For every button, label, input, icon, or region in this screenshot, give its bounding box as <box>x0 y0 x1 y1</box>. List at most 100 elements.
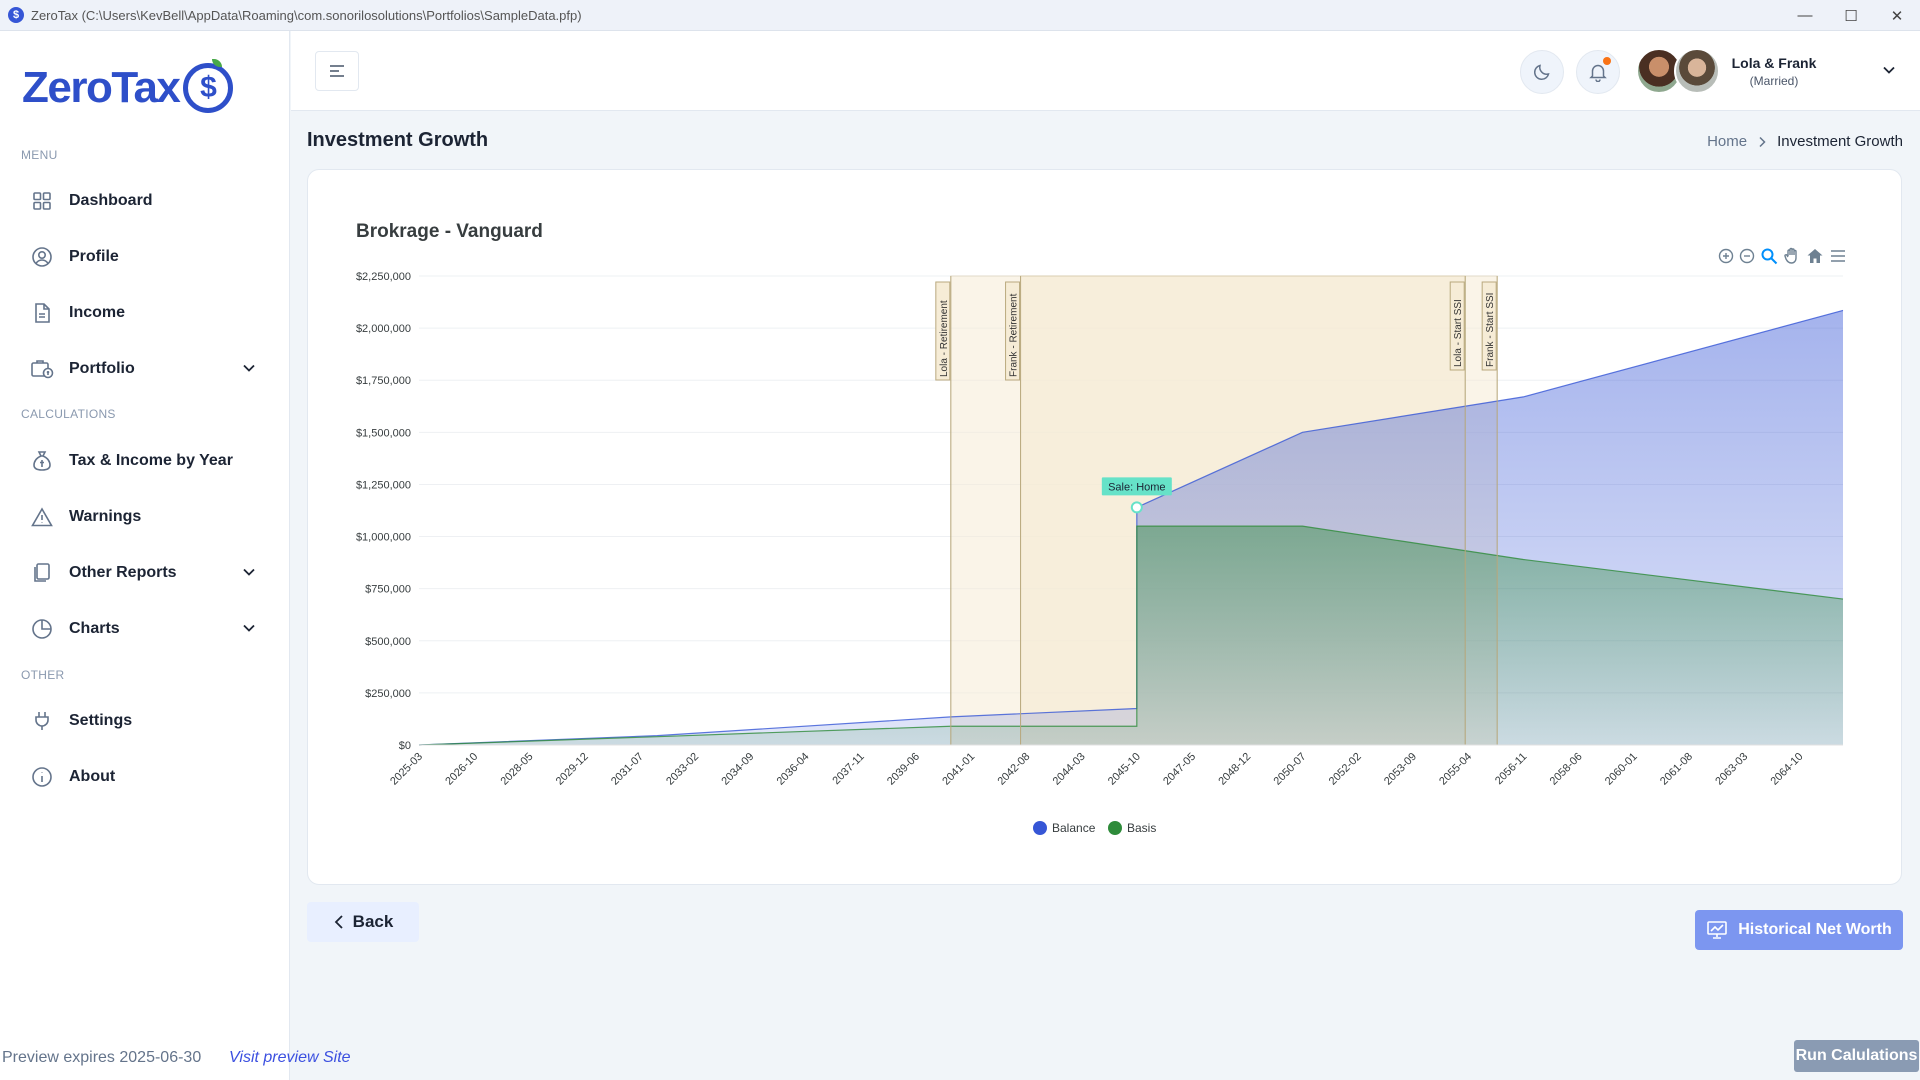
x-tick-label: 2042-08 <box>995 751 1032 788</box>
zoom-in-icon[interactable] <box>1718 248 1734 264</box>
x-tick-label: 2064-10 <box>1768 751 1805 788</box>
hamburger-icon <box>330 65 344 77</box>
point-annotation-marker <box>1130 501 1143 514</box>
breadcrumb-home-link[interactable]: Home <box>1707 133 1748 150</box>
sidebar-item-label: Charts <box>69 620 120 637</box>
reports-icon <box>30 561 54 585</box>
money-bag-icon <box>30 449 54 473</box>
presentation-chart-icon <box>1707 921 1728 939</box>
warning-icon <box>30 505 54 529</box>
pie-chart-icon <box>30 617 54 641</box>
menu-toggle-button[interactable] <box>315 51 359 91</box>
chevron-down-icon <box>242 565 256 584</box>
avatar-frank[interactable] <box>1674 48 1720 94</box>
pan-hand-icon[interactable] <box>1783 247 1801 265</box>
annotation-label: Frank - Retirement <box>1009 293 1020 377</box>
legend-label: Balance <box>1052 821 1096 835</box>
section-label-calculations: CALCULATIONS <box>21 407 116 421</box>
minimize-icon[interactable]: — <box>1797 7 1813 24</box>
chart-menu-icon[interactable] <box>1829 248 1847 264</box>
y-tick-label: $1,000,000 <box>356 532 411 544</box>
sidebar-item-label: Other Reports <box>69 564 177 581</box>
chevron-down-icon <box>242 361 256 380</box>
close-icon[interactable]: ✕ <box>1890 7 1904 25</box>
document-icon <box>30 301 54 325</box>
x-tick-label: 2047-05 <box>1161 751 1198 788</box>
annotation-label: Frank - Start SSI <box>1485 293 1496 367</box>
x-tick-label: 2056-11 <box>1493 751 1529 787</box>
sidebar-item-about[interactable]: About <box>30 757 262 797</box>
chevron-down-icon[interactable] <box>1882 63 1896 77</box>
window-titlebar: $ ZeroTax (C:\Users\KevBell\AppData\Roam… <box>0 0 1920 31</box>
chevron-down-icon <box>242 621 256 640</box>
x-tick-label: 2044-03 <box>1051 751 1088 788</box>
zerotax-logo[interactable]: ZeroTax $ <box>22 59 234 113</box>
basis-series-line <box>418 525 1844 746</box>
y-tick-label: $1,750,000 <box>356 375 411 387</box>
zoom-out-icon[interactable] <box>1739 248 1755 264</box>
legend-label: Basis <box>1127 821 1156 835</box>
y-tick-label: $2,000,000 <box>356 323 411 335</box>
selection-zoom-icon[interactable] <box>1760 247 1778 265</box>
logo-text: ZeroTax <box>22 63 181 112</box>
top-header: Lola & Frank (Married) <box>291 31 1920 111</box>
annotation-label: Lola - Start SSI <box>1453 299 1464 367</box>
dark-mode-toggle[interactable] <box>1520 50 1564 94</box>
grid-icon <box>30 189 54 213</box>
sidebar-item-warnings[interactable]: Warnings <box>30 497 262 537</box>
visit-preview-site-link[interactable]: Visit preview Site <box>229 1049 351 1066</box>
sidebar-item-tax-income-by-year[interactable]: Tax & Income by Year <box>30 441 262 481</box>
portfolio-icon <box>30 357 54 381</box>
y-tick-label: $250,000 <box>365 688 411 700</box>
sidebar: ZeroTax $ <box>0 31 290 1080</box>
sidebar-item-label: Income <box>69 304 126 321</box>
x-tick-label: 2063-03 <box>1713 751 1750 788</box>
notifications-button[interactable] <box>1576 50 1620 94</box>
sidebar-item-profile[interactable]: Profile <box>30 237 262 277</box>
x-tick-label: 2033-02 <box>664 751 701 788</box>
y-tick-label: $500,000 <box>365 636 411 648</box>
y-tick-label: $1,250,000 <box>356 479 411 491</box>
breadcrumb: Home Investment Growth <box>1707 133 1903 150</box>
back-button-label: Back <box>352 912 394 931</box>
annotation-label-box <box>1005 281 1021 381</box>
back-button[interactable]: Back <box>307 902 419 942</box>
run-calculations-button[interactable]: Run Calulations <box>1794 1040 1919 1072</box>
annotation-label-box <box>1481 281 1497 371</box>
investment-growth-chart[interactable]: $2,250,000 $2,000,000 $1,750,000 $1,500,000… <box>307 169 1902 885</box>
user-name[interactable]: Lola & Frank <box>1731 55 1817 71</box>
sidebar-item-label: Settings <box>69 712 133 729</box>
y-tick-label: $0 <box>399 740 411 752</box>
sidebar-item-charts[interactable]: Charts <box>30 609 262 649</box>
section-label-menu: MENU <box>21 148 58 162</box>
chart-title: Brokrage - Vanguard <box>356 221 543 242</box>
dollar-coin-icon: $ <box>183 59 234 113</box>
sidebar-item-income[interactable]: Income <box>30 293 262 333</box>
x-tick-label: 2034-09 <box>719 751 756 788</box>
historical-net-worth-label: Historical Net Worth <box>1738 921 1892 938</box>
chevron-right-icon <box>1759 136 1766 147</box>
y-tick-label: $1,500,000 <box>356 427 411 439</box>
historical-net-worth-button[interactable]: Historical Net Worth <box>1695 910 1903 950</box>
maximize-icon[interactable]: ☐ <box>1844 7 1858 25</box>
notification-dot <box>1603 57 1611 65</box>
x-tick-label: 2058-06 <box>1548 751 1585 788</box>
window-title: ZeroTax (C:\Users\KevBell\AppData\Roamin… <box>31 7 582 23</box>
sidebar-item-settings[interactable]: Settings <box>30 701 262 741</box>
legend-marker <box>1033 821 1047 835</box>
reset-home-icon[interactable] <box>1806 247 1824 265</box>
user-status: (Married) <box>1749 74 1799 88</box>
sidebar-item-other-reports[interactable]: Other Reports <box>30 553 262 593</box>
x-tick-label: 2050-07 <box>1272 751 1309 788</box>
info-icon <box>30 765 54 789</box>
x-tick-label: 2060-01 <box>1603 751 1640 788</box>
bell-icon <box>1589 64 1607 82</box>
chevron-left-icon <box>334 915 343 929</box>
sidebar-item-portfolio[interactable]: Portfolio <box>30 349 262 389</box>
sidebar-item-dashboard[interactable]: Dashboard <box>30 181 262 221</box>
x-tick-label: 2031-07 <box>609 751 646 788</box>
sidebar-item-label: About <box>69 768 116 785</box>
x-tick-label: 2061-08 <box>1658 751 1695 788</box>
annotation-label: Lola - Retirement <box>939 300 950 377</box>
y-tick-label: $750,000 <box>365 584 411 596</box>
